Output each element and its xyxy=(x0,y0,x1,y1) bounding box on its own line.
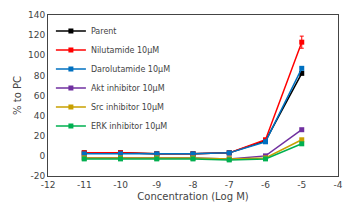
svg-text:80: 80 xyxy=(34,71,46,81)
svg-text:-10: -10 xyxy=(113,180,128,190)
svg-text:-4: -4 xyxy=(334,180,343,190)
svg-text:Darolutamide 10μM: Darolutamide 10μM xyxy=(91,65,170,74)
svg-text:-11: -11 xyxy=(77,180,92,190)
svg-text:Concentration (Log M): Concentration (Log M) xyxy=(137,191,248,202)
svg-text:120: 120 xyxy=(28,30,45,40)
svg-text:Src inhibitor 10μM: Src inhibitor 10μM xyxy=(91,103,164,112)
svg-text:-9: -9 xyxy=(152,180,161,190)
svg-text:-20: -20 xyxy=(30,171,45,181)
svg-text:-8: -8 xyxy=(189,180,198,190)
svg-text:140: 140 xyxy=(28,10,45,20)
svg-text:Nilutamide 10μM: Nilutamide 10μM xyxy=(91,46,159,55)
svg-text:Akt inhibitor 10μM: Akt inhibitor 10μM xyxy=(91,84,165,93)
svg-text:60: 60 xyxy=(34,91,46,101)
svg-text:20: 20 xyxy=(34,131,46,141)
svg-text:40: 40 xyxy=(34,111,46,121)
svg-text:Parent: Parent xyxy=(91,27,117,36)
svg-text:-12: -12 xyxy=(41,180,56,190)
svg-text:100: 100 xyxy=(28,50,45,60)
svg-text:-5: -5 xyxy=(297,180,306,190)
svg-text:0: 0 xyxy=(39,151,45,161)
svg-text:-7: -7 xyxy=(225,180,234,190)
svg-text:% to PC: % to PC xyxy=(12,76,23,115)
svg-text:ERK inhibitor 10μM: ERK inhibitor 10μM xyxy=(91,122,167,131)
svg-text:-6: -6 xyxy=(261,180,270,190)
